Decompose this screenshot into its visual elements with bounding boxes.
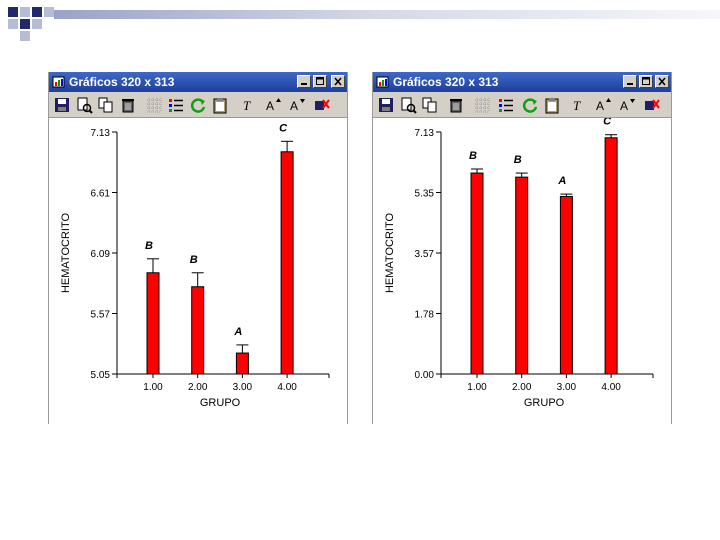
- y-tick-label: 5.57: [91, 310, 111, 321]
- y-tick-label: 3.57: [415, 249, 435, 260]
- y-axis-title: HEMATOCRITO: [384, 213, 396, 294]
- font-increase-icon[interactable]: A: [265, 96, 283, 114]
- group-letter: C: [279, 122, 288, 134]
- y-tick-label: 6.61: [91, 189, 111, 200]
- svg-text:A: A: [620, 99, 628, 113]
- minimize-button[interactable]: [297, 75, 311, 88]
- minimize-icon: [627, 83, 633, 85]
- bar: [559, 195, 573, 375]
- x-axis-title: GRUPO: [200, 397, 241, 409]
- hematocrito-chart-left: 5.05 5.57 6.09 6.61 7.13 HEMATOCRITO B 1.00 B 2.0…: [60, 122, 330, 409]
- x-tick-label: 2.00: [512, 382, 532, 393]
- plot-area: 0.00 1.78 3.57 5.35 7.13 HEMATOCRITO B 1.00 B 2.0…: [373, 118, 673, 424]
- bar: [604, 137, 618, 375]
- close-button[interactable]: [331, 75, 345, 88]
- close-button[interactable]: [655, 75, 669, 88]
- bar: [470, 172, 484, 375]
- y-tick-label: 7.13: [415, 128, 435, 139]
- group-letter: A: [557, 175, 566, 187]
- font-decrease-icon[interactable]: A: [619, 96, 637, 114]
- color-eraser-icon[interactable]: [313, 96, 331, 114]
- bar: [191, 286, 205, 375]
- y-tick-label: 7.13: [91, 128, 111, 139]
- font-decrease-icon[interactable]: A: [289, 96, 307, 114]
- hematocrito-chart-right: 0.00 1.78 3.57 5.35 7.13 HEMATOCRITO B 1.00 B 2.0…: [384, 118, 654, 409]
- chart-window-left: Gráficos 320 x 313 T A A 5.05 5.57 6.09 6.6…: [48, 72, 348, 424]
- svg-text:A: A: [266, 99, 274, 113]
- x-tick-label: 4.00: [277, 382, 297, 393]
- grid-icon[interactable]: [473, 96, 491, 114]
- refresh-icon[interactable]: [521, 96, 539, 114]
- chart-app-icon: [52, 76, 65, 88]
- bar: [515, 176, 529, 375]
- svg-text:T: T: [573, 98, 581, 113]
- close-icon: [334, 77, 342, 86]
- x-axis-title: GRUPO: [524, 397, 565, 409]
- chart-window-right: Gráficos 320 x 313 T A A 0.00 1.78 3.57 5.3…: [372, 72, 672, 424]
- grid-icon[interactable]: [145, 96, 163, 114]
- slide-decoration: [8, 7, 720, 41]
- y-axis-title: HEMATOCRITO: [60, 213, 72, 294]
- maximize-icon: [642, 77, 650, 85]
- group-letter: B: [469, 150, 477, 162]
- text-italic-icon[interactable]: T: [569, 96, 587, 114]
- chart-toolbar: T A A: [373, 92, 671, 118]
- font-increase-icon[interactable]: A: [595, 96, 613, 114]
- save-icon[interactable]: [53, 96, 71, 114]
- delete-icon[interactable]: [119, 96, 137, 114]
- x-tick-label: 3.00: [233, 382, 253, 393]
- window-title: Gráficos 320 x 313: [393, 75, 499, 89]
- maximize-button[interactable]: [639, 75, 653, 88]
- minimize-icon: [301, 83, 307, 85]
- print-preview-icon[interactable]: [75, 96, 93, 114]
- maximize-button[interactable]: [313, 75, 327, 88]
- y-tick-label: 0.00: [415, 370, 435, 381]
- group-letter: C: [603, 118, 612, 128]
- save-icon[interactable]: [377, 96, 395, 114]
- group-letter: B: [514, 154, 522, 166]
- plot-area: 5.05 5.57 6.09 6.61 7.13 HEMATOCRITO B 1.00 B 2.0…: [49, 118, 349, 424]
- x-tick-label: 4.00: [601, 382, 621, 393]
- y-tick-label: 1.78: [415, 310, 435, 321]
- clipboard-icon[interactable]: [211, 96, 229, 114]
- bar: [280, 151, 294, 375]
- delete-icon[interactable]: [447, 96, 465, 114]
- refresh-icon[interactable]: [189, 96, 207, 114]
- chart-toolbar: T A A: [49, 92, 347, 118]
- minimize-button[interactable]: [623, 75, 637, 88]
- x-tick-label: 2.00: [188, 382, 208, 393]
- close-icon: [658, 77, 666, 86]
- y-tick-label: 6.09: [91, 249, 111, 260]
- group-letter: A: [233, 326, 242, 338]
- x-tick-label: 1.00: [467, 382, 487, 393]
- bar: [146, 272, 160, 375]
- text-italic-icon[interactable]: T: [239, 96, 257, 114]
- legend-icon[interactable]: [497, 96, 515, 114]
- legend-icon[interactable]: [167, 96, 185, 114]
- x-tick-label: 1.00: [143, 382, 163, 393]
- y-tick-label: 5.05: [91, 370, 111, 381]
- clipboard-icon[interactable]: [543, 96, 561, 114]
- svg-text:T: T: [243, 98, 251, 113]
- window-titlebar[interactable]: Gráficos 320 x 313: [373, 72, 671, 92]
- group-letter: B: [190, 254, 198, 266]
- window-titlebar[interactable]: Gráficos 320 x 313: [49, 72, 347, 92]
- chart-app-icon: [376, 76, 389, 88]
- y-tick-label: 5.35: [415, 189, 435, 200]
- copy-icon[interactable]: [97, 96, 115, 114]
- x-tick-label: 3.00: [557, 382, 577, 393]
- group-letter: B: [145, 240, 153, 252]
- maximize-icon: [316, 77, 324, 85]
- svg-text:A: A: [290, 99, 298, 113]
- print-preview-icon[interactable]: [399, 96, 417, 114]
- window-title: Gráficos 320 x 313: [69, 75, 175, 89]
- svg-text:A: A: [596, 99, 604, 113]
- color-eraser-icon[interactable]: [643, 96, 661, 114]
- copy-icon[interactable]: [421, 96, 439, 114]
- bar: [235, 352, 249, 375]
